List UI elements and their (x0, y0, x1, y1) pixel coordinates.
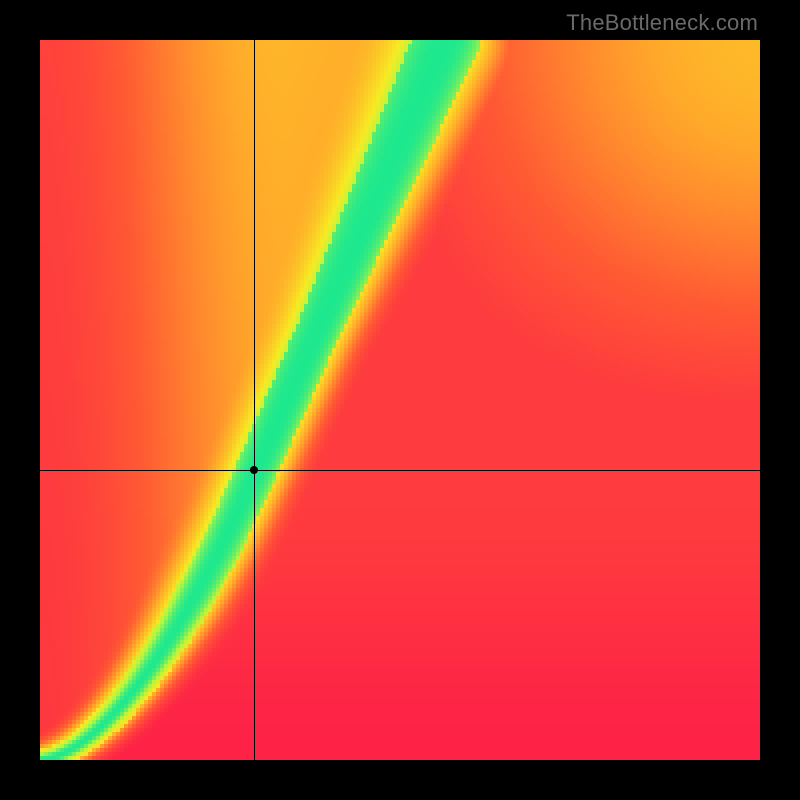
watermark-text: TheBottleneck.com (566, 10, 758, 36)
crosshair-horizontal (40, 470, 760, 471)
crosshair-marker (250, 466, 258, 474)
bottleneck-heatmap (40, 40, 760, 760)
chart-root: TheBottleneck.com (0, 0, 800, 800)
crosshair-vertical (254, 40, 255, 760)
